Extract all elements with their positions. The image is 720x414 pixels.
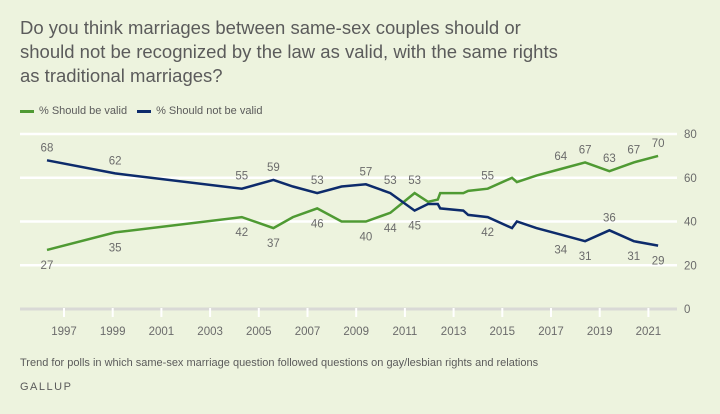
data-label: 68 — [41, 142, 54, 154]
x-tick-label: 2011 — [393, 326, 418, 338]
data-label: 40 — [360, 232, 373, 244]
x-tick-label: 2017 — [538, 326, 564, 338]
legend-label: % Should be valid — [39, 105, 128, 117]
y-tick-label: 80 — [684, 129, 697, 141]
x-tick-label: 2015 — [490, 326, 516, 338]
data-label: 57 — [360, 166, 373, 178]
x-tick-label: 2003 — [197, 326, 223, 338]
data-label: 29 — [652, 256, 665, 268]
data-labels: 27 35 42 37 46 40 44 53 55 64 67 63 67 70 68 62 55 59 53 57… — [41, 138, 665, 272]
data-label: 62 — [109, 155, 122, 167]
y-axis: 0 20 40 60 80 — [684, 129, 697, 316]
legend-label: % Should not be valid — [156, 105, 263, 117]
data-label: 36 — [603, 212, 616, 224]
data-label: 53 — [408, 175, 421, 187]
data-label: 31 — [627, 251, 640, 263]
legend-swatch-green — [20, 109, 34, 113]
data-label: 42 — [235, 227, 248, 239]
data-label: 70 — [652, 138, 665, 150]
data-label: 59 — [267, 162, 280, 174]
data-label: 55 — [481, 171, 494, 183]
x-tick-label: 2001 — [149, 326, 175, 338]
data-label: 55 — [235, 171, 248, 183]
data-label: 45 — [408, 221, 421, 233]
data-label: 34 — [554, 245, 567, 257]
y-tick-label: 20 — [684, 260, 697, 272]
legend-swatch-navy — [137, 109, 152, 113]
series-line-should-not-be-valid — [46, 159, 659, 247]
x-tick-label: 2005 — [246, 326, 272, 338]
source-brand: GALLUP — [20, 381, 73, 393]
y-tick-label: 60 — [684, 173, 697, 185]
legend-item-should-be-valid: % Should be valid — [20, 105, 127, 117]
x-tick-label: 2009 — [343, 326, 369, 338]
data-label: 37 — [267, 238, 280, 250]
series-line-should-be-valid — [46, 154, 659, 252]
data-label: 35 — [109, 242, 122, 254]
x-tick-label: 2021 — [636, 326, 662, 338]
chart-title: Do you think marriages between same-sex … — [20, 17, 558, 86]
gridlines — [20, 132, 677, 311]
data-label: 67 — [579, 144, 592, 156]
data-label: 27 — [41, 260, 54, 272]
data-label: 31 — [579, 251, 592, 263]
x-axis: 1997 1999 2001 2003 2005 2007 2009 2011 2013 2015… — [51, 308, 661, 338]
data-label: 53 — [311, 175, 324, 187]
x-tick-label: 2007 — [295, 326, 321, 338]
data-label: 67 — [627, 144, 640, 156]
series-lines — [46, 154, 659, 252]
data-label: 42 — [481, 227, 494, 239]
y-tick-label: 40 — [684, 217, 697, 229]
legend: % Should be valid % Should not be valid — [20, 105, 272, 117]
data-label: 53 — [384, 175, 397, 187]
x-tick-label: 1999 — [100, 326, 126, 338]
data-label: 64 — [554, 151, 567, 163]
data-label: 44 — [384, 223, 397, 235]
x-tick-label: 1997 — [51, 326, 77, 338]
x-tick-label: 2013 — [441, 326, 467, 338]
data-label: 63 — [603, 153, 616, 165]
chart-note: Trend for polls in which same-sex marria… — [20, 357, 539, 369]
x-tick-label: 2019 — [587, 326, 613, 338]
data-label: 46 — [311, 218, 324, 230]
legend-item-should-not-be-valid: % Should not be valid — [137, 105, 262, 117]
y-tick-label: 0 — [684, 304, 690, 316]
